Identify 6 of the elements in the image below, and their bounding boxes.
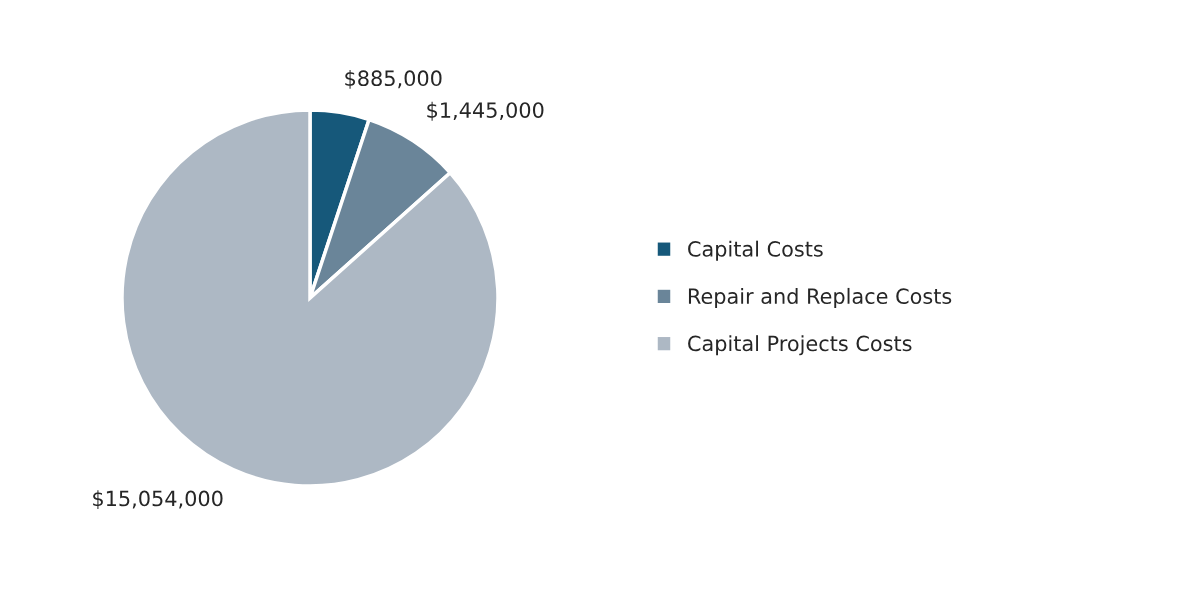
legend-label: Repair and Replace Costs xyxy=(688,287,952,309)
data-label: $885,000 xyxy=(345,69,442,89)
data-label: $1,445,000 xyxy=(427,101,544,121)
data-label: $15,054,000 xyxy=(93,490,223,510)
legend-label: Capital Projects Costs xyxy=(688,335,912,356)
legend-label: Capital Costs xyxy=(688,240,823,261)
